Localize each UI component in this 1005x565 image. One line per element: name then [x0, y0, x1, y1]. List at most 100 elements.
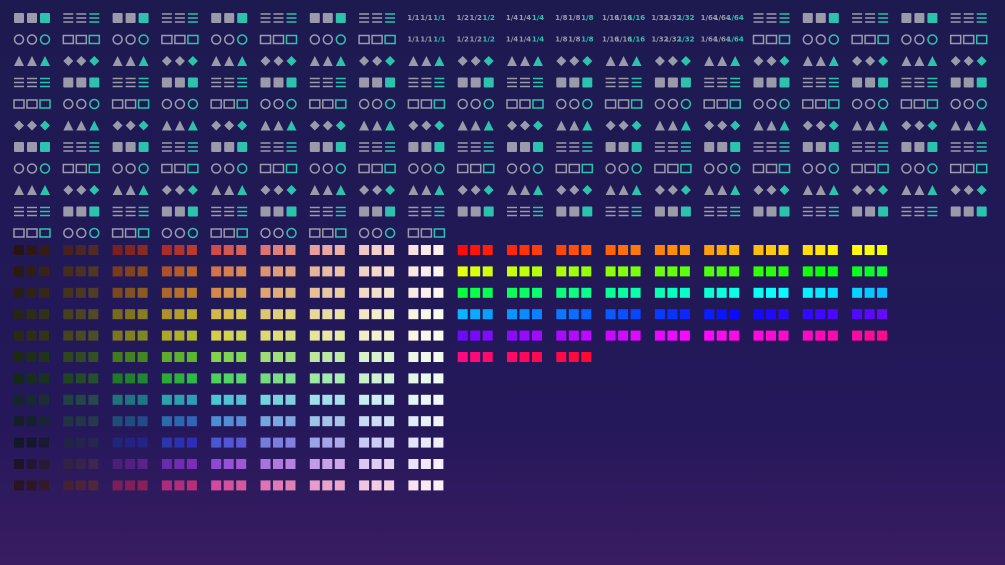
icon — [138, 77, 149, 88]
icon — [765, 34, 778, 45]
swatch — [815, 309, 826, 320]
icon — [779, 56, 790, 66]
swatch — [630, 309, 641, 320]
fraction-label: 1/64 — [727, 14, 744, 22]
swatch — [75, 416, 86, 427]
icon — [851, 163, 863, 174]
swatch — [420, 480, 431, 491]
swatch — [186, 416, 197, 427]
icon — [901, 206, 912, 217]
swatch — [334, 480, 345, 491]
icon — [975, 34, 988, 45]
swatch — [236, 437, 247, 448]
icon — [138, 142, 149, 152]
swatch — [815, 330, 826, 341]
icon — [63, 98, 74, 110]
swatch — [864, 309, 875, 320]
swatch — [667, 287, 678, 298]
swatch — [322, 287, 333, 298]
icon — [420, 99, 433, 109]
icon — [13, 99, 25, 109]
swatch — [223, 287, 234, 298]
icon — [187, 98, 199, 110]
icon — [63, 142, 74, 152]
swatch — [532, 330, 542, 341]
icon — [335, 206, 346, 217]
swatch — [75, 245, 86, 255]
swatch — [568, 245, 579, 255]
swatch — [14, 394, 24, 405]
icon — [335, 185, 346, 195]
icon — [359, 120, 370, 131]
icon — [372, 13, 383, 23]
swatch — [75, 352, 86, 362]
icon — [161, 142, 172, 152]
swatch — [433, 352, 444, 362]
swatch — [359, 373, 370, 384]
icon — [963, 206, 974, 217]
icon — [802, 163, 814, 174]
icon — [605, 142, 616, 152]
swatch — [778, 309, 789, 320]
swatch — [470, 287, 481, 298]
swatch — [729, 309, 740, 320]
swatch — [568, 287, 579, 298]
icon — [555, 163, 568, 174]
swatch — [309, 437, 320, 448]
icon — [815, 142, 826, 152]
icon — [273, 142, 284, 152]
icon — [26, 228, 38, 238]
icon — [976, 185, 987, 195]
swatch — [260, 245, 271, 255]
icon — [815, 120, 826, 131]
icon — [878, 77, 889, 88]
swatch — [519, 266, 530, 277]
swatch — [581, 266, 592, 277]
icon — [865, 56, 876, 66]
swatch — [273, 416, 283, 427]
swatch — [384, 416, 395, 427]
icon — [236, 228, 248, 238]
icon — [753, 98, 764, 110]
swatch — [174, 287, 185, 298]
swatch — [568, 330, 579, 341]
swatch — [864, 245, 875, 255]
swatch — [88, 266, 99, 277]
icon — [322, 56, 333, 66]
swatch — [482, 352, 493, 362]
icon — [76, 13, 87, 23]
swatch — [581, 245, 592, 255]
icon — [963, 56, 974, 66]
swatch — [322, 416, 333, 427]
icon — [223, 99, 235, 109]
swatch — [322, 266, 333, 277]
icon — [569, 185, 580, 195]
icon — [187, 77, 198, 88]
icon — [901, 185, 912, 195]
swatch — [75, 459, 86, 469]
icon — [434, 77, 445, 88]
swatch — [716, 266, 727, 277]
icon — [878, 206, 889, 217]
icon — [717, 120, 728, 131]
swatch — [260, 459, 271, 469]
icon — [433, 99, 446, 109]
icon — [174, 13, 185, 23]
icon — [901, 163, 912, 174]
swatch — [334, 373, 345, 384]
fraction-label: 1/16 — [628, 14, 645, 22]
swatch — [864, 330, 875, 341]
icon — [729, 99, 741, 109]
icon — [556, 98, 567, 110]
swatch — [39, 394, 49, 405]
swatch — [457, 330, 468, 341]
icon — [260, 13, 271, 23]
icon — [914, 163, 925, 174]
icon — [13, 163, 25, 174]
icon — [582, 142, 593, 152]
swatch — [618, 330, 629, 341]
swatch — [729, 266, 740, 277]
swatch — [371, 373, 382, 384]
swatch — [322, 437, 333, 448]
icon — [237, 206, 248, 217]
